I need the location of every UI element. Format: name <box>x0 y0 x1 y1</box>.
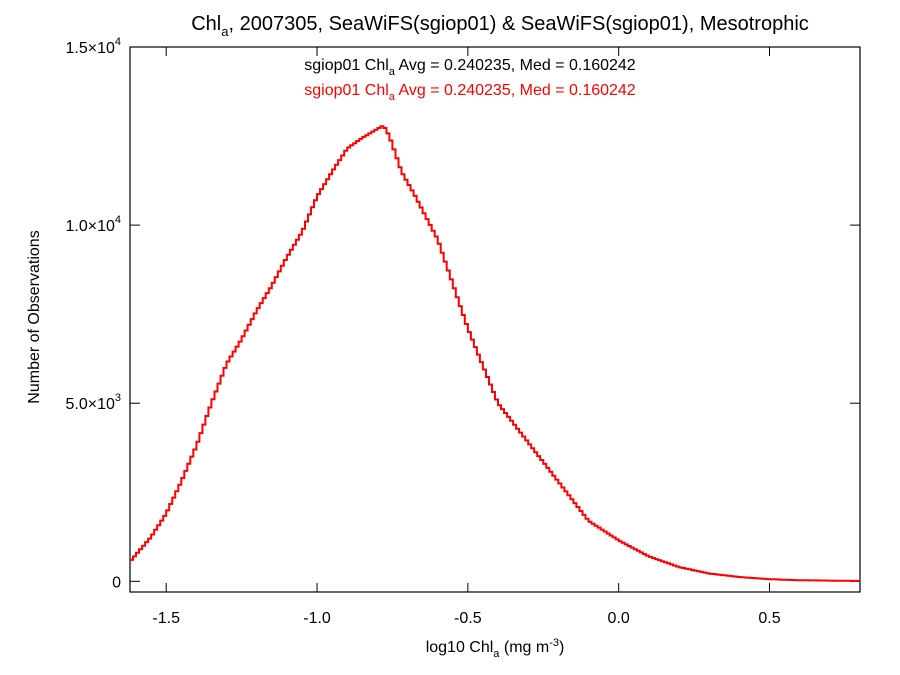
x-tick-label: -0.5 <box>454 610 482 627</box>
series-group <box>130 125 860 582</box>
y-tick-label: 1.5×104 <box>65 36 121 57</box>
x-axis-label: log10 Chla (mg m-3) <box>426 637 565 660</box>
x-axis: -1.5 -1.0 -0.5 0.0 0.5 <box>152 47 781 627</box>
x-tick-label: 0.0 <box>608 610 630 627</box>
legend: sgiop01 Chla Avg = 0.240235, Med = 0.160… <box>304 57 636 103</box>
y-tick-label: 1.0×104 <box>65 214 121 235</box>
y-tick-label: 5.0×103 <box>65 392 121 413</box>
y-axis-label: Number of Observations <box>26 230 43 403</box>
chart-title: Chla, 2007305, SeaWiFS(sgiop01) & SeaWiF… <box>191 13 809 39</box>
legend-entry: sgiop01 Chla Avg = 0.240235, Med = 0.160… <box>304 82 636 103</box>
y-tick-label: 0 <box>112 574 121 591</box>
x-tick-label: 0.5 <box>758 610 780 627</box>
plot-frame <box>129 46 861 593</box>
x-tick-label: -1.0 <box>303 610 331 627</box>
x-tick-label: -1.5 <box>152 610 180 627</box>
legend-entry: sgiop01 Chla Avg = 0.240235, Med = 0.160… <box>304 57 636 78</box>
series-line <box>130 125 860 582</box>
